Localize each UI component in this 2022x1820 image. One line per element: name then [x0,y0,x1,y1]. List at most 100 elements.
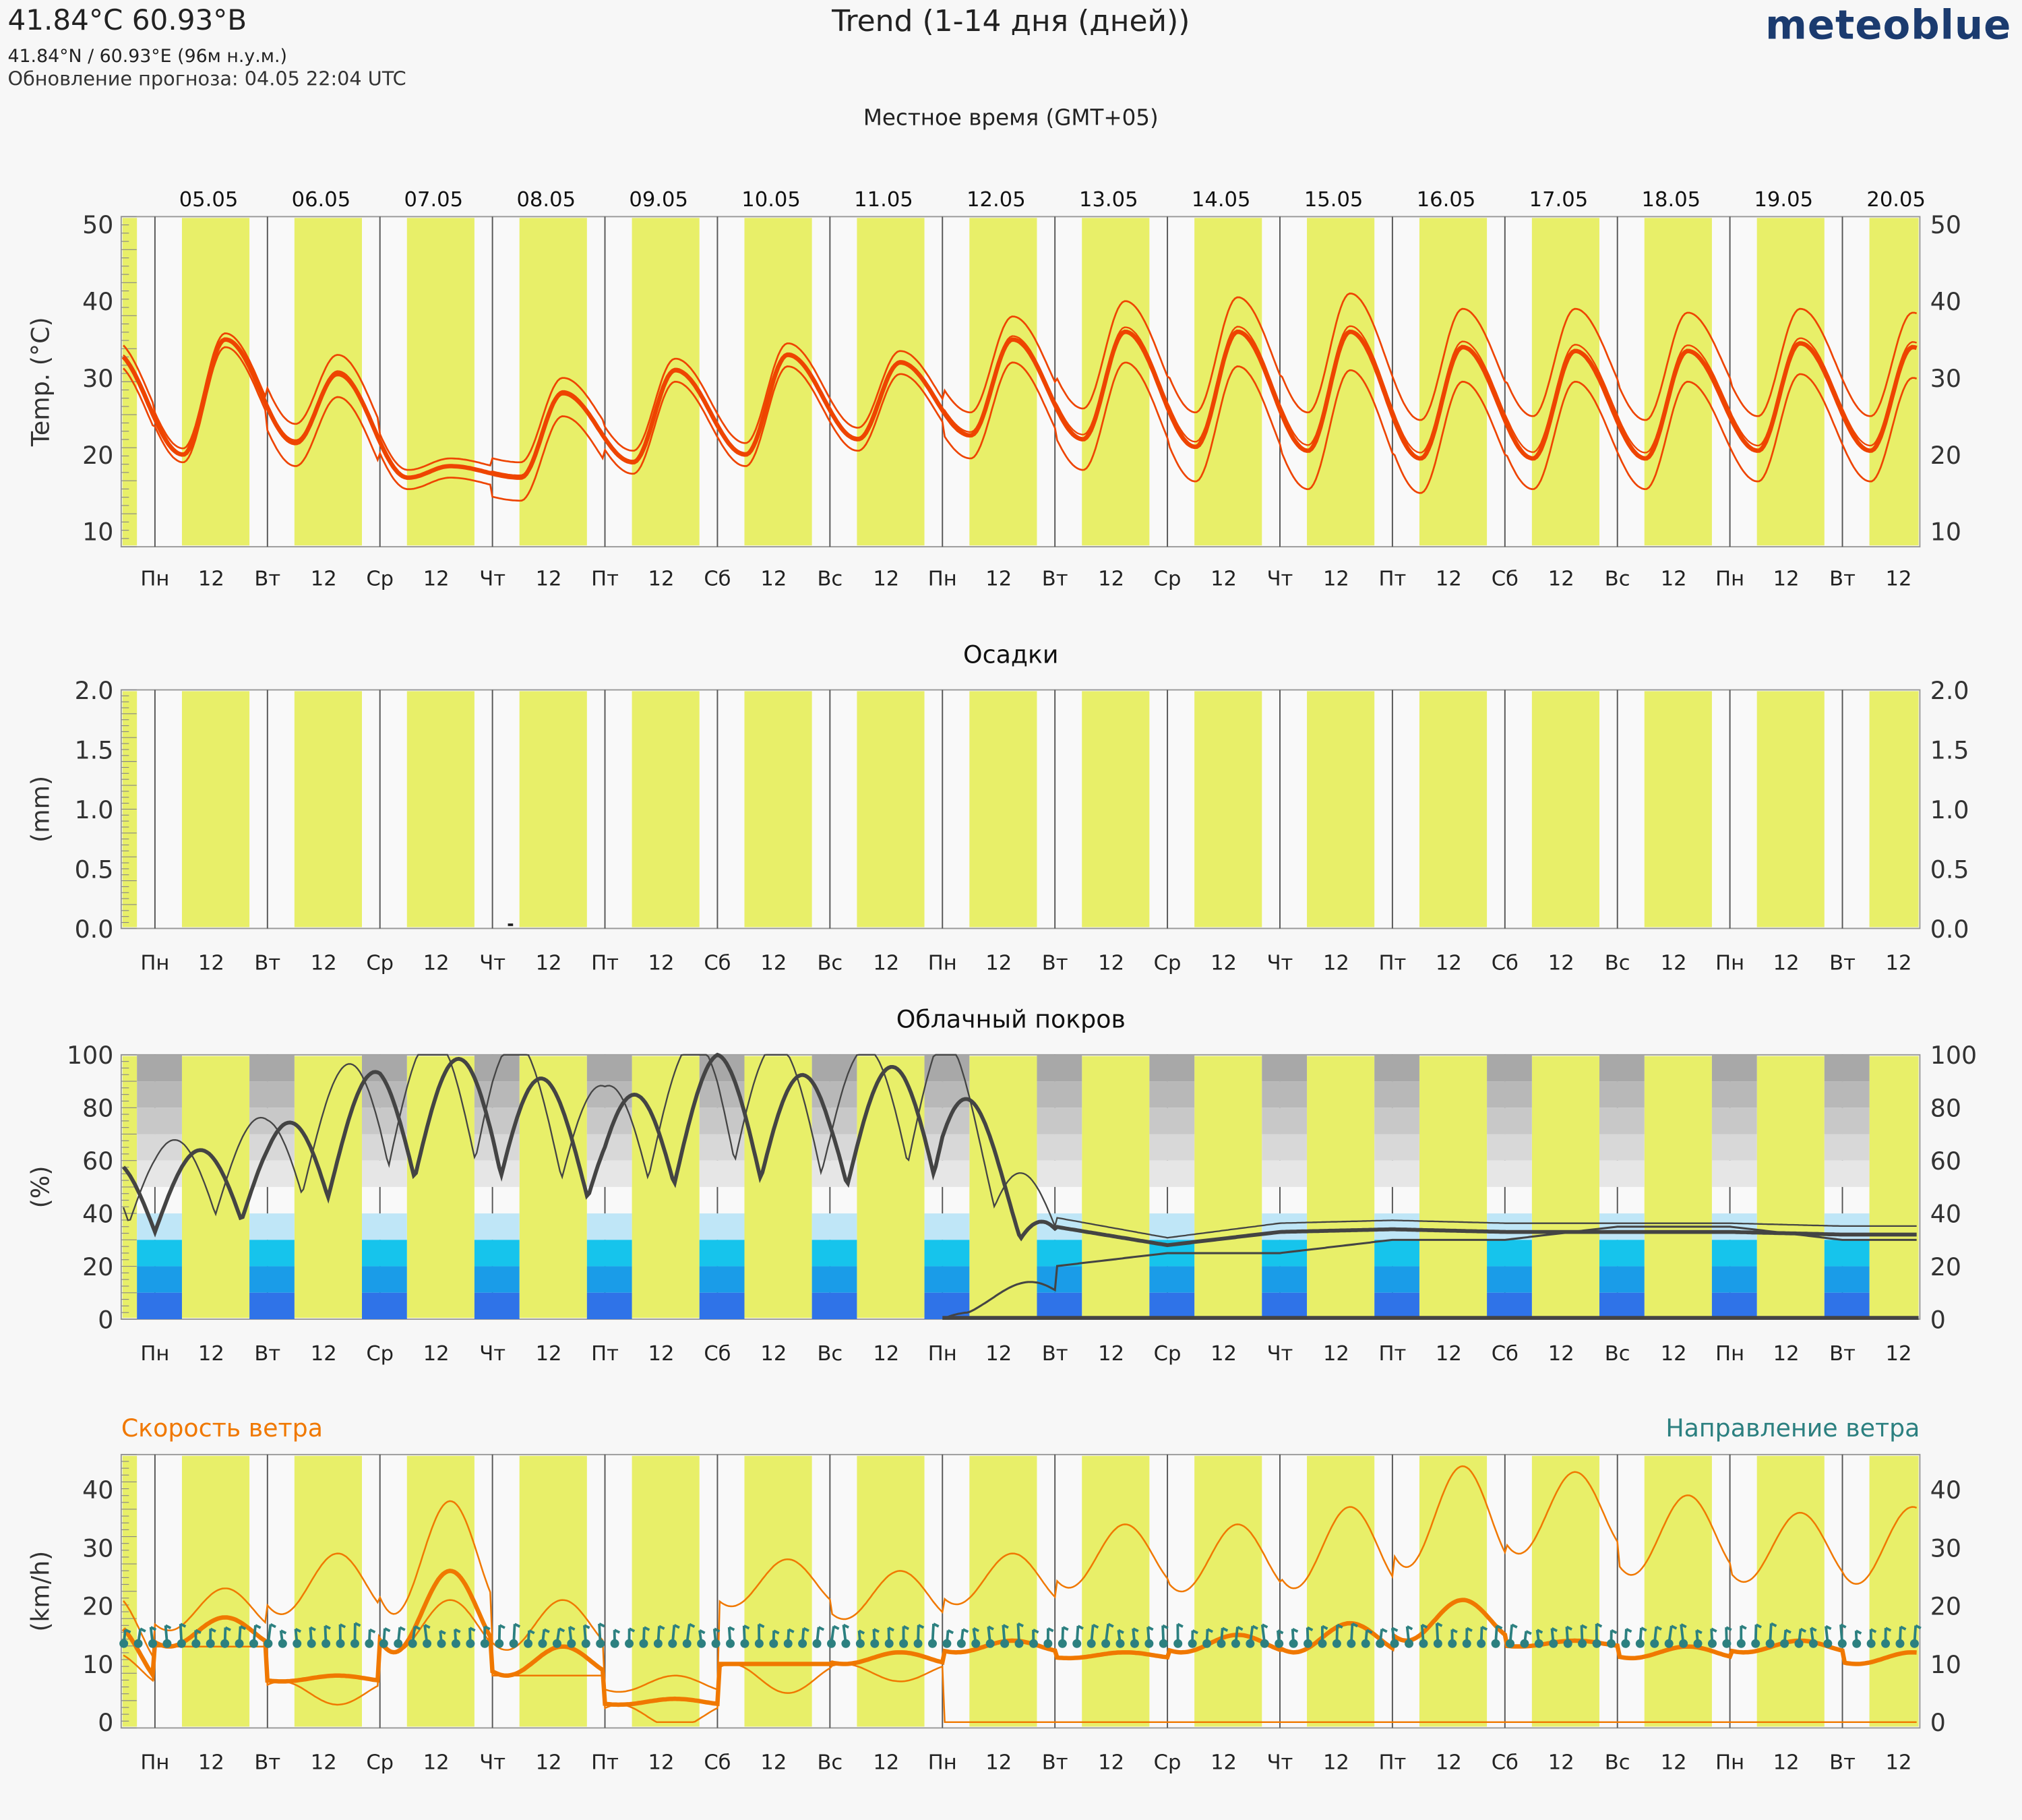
cloud-scale-band [1037,1054,1082,1082]
daylight-band [969,1455,1037,1727]
day-label: Пт [591,568,619,591]
wind-direction-shaft [787,1629,791,1644]
cloud-scale-band [699,1213,745,1240]
date-label: 20.05 [1866,188,1926,212]
cloud-scale-band [1599,1240,1645,1267]
wind-direction-barb [270,1623,276,1629]
local-time-label: Местное время (GMT+05) [863,105,1159,132]
noon-label: 12 [1661,568,1687,591]
noon-label: 12 [1323,568,1349,591]
y-tick-label: 60 [1930,1147,1961,1176]
wind-direction-dot [1072,1639,1082,1648]
cloud-scale-band [137,1108,182,1134]
cloud-scale-band [586,1054,632,1082]
cloud-scale-band [249,1213,295,1240]
cloud-scale-band [1487,1081,1532,1108]
wind-direction-dot [148,1639,158,1648]
wind-direction-dot [1765,1639,1775,1648]
day-label: Вт [1829,568,1856,591]
wind-direction-shaft [309,1627,313,1644]
noon-label: 12 [198,568,224,591]
daylight-band [1756,1056,1825,1318]
cloud-scale-band [1487,1134,1532,1161]
brand-logo[interactable]: meteoblue [1765,2,2012,49]
y-tick-label: 20 [82,1252,113,1281]
wind-direction-barb [1810,1627,1817,1632]
wind-direction-barb [973,1627,979,1633]
wind-direction-barb [514,1622,521,1628]
day-label: Ср [1154,952,1182,975]
wind-direction-dot [177,1639,186,1648]
wind-direction-barb [1017,1622,1024,1628]
wind-direction-barb [384,1627,391,1633]
cloud-scale-band [1599,1081,1645,1108]
wind-direction-barb [873,1628,880,1633]
cloud-scale-band [362,1213,407,1240]
day-label: Пн [1715,952,1744,975]
wind-direction-barb [818,1626,825,1631]
y-tick-label: 40 [82,287,113,316]
day-label: Пт [591,1342,619,1366]
noon-label: 12 [1098,1751,1124,1775]
y-tick-label: 30 [82,1534,113,1563]
cloud-scale-band [811,1292,857,1319]
y-tick-label: 100 [1930,1041,1977,1070]
daylight-band [744,1455,812,1727]
cloud-scale-band [924,1266,970,1293]
day-label: Ср [366,1342,394,1366]
wind-direction-shaft [1061,1627,1065,1644]
wind-direction-shaft [887,1627,891,1644]
noon-label: 12 [760,1751,787,1775]
wind-direction-shaft [727,1627,732,1644]
cloud-scale-band [811,1213,857,1240]
day-label: Вт [254,568,280,591]
daylight-band [294,1056,363,1318]
cloud-scale-band [1149,1134,1195,1161]
y-axis-label: (km/h) [26,1551,55,1632]
wind-direction-barb [1696,1629,1703,1635]
cloud-scale-band [1374,1240,1419,1267]
wind-direction-dot [697,1639,706,1648]
wind-direction-dot [423,1639,432,1648]
wind-direction-barb [1755,1623,1762,1629]
wind-direction-dot [855,1639,865,1648]
wind-direction-dot [1043,1639,1053,1648]
wind-direction-barb [454,1628,461,1633]
cloud-scale-band [1262,1081,1308,1108]
noon-label: 12 [198,1751,224,1775]
wind-direction-barb [1800,1627,1807,1633]
cloud-scale-band [1037,1081,1082,1108]
precip-bar [508,923,514,926]
y-tick-label: 40 [1930,287,1961,316]
wind-direction-dot [711,1639,721,1648]
noon-label: 12 [1323,1751,1349,1775]
noon-label: 12 [423,1342,450,1366]
wind-direction-barb [1092,1623,1099,1629]
wind-direction-shaft [1725,1627,1728,1644]
cloud-scale-band [1487,1213,1532,1240]
wind-direction-barb [987,1625,994,1631]
noon-label: 12 [311,1342,337,1366]
daylight-band [1082,218,1150,546]
date-label: 05.05 [179,188,239,212]
wind-direction-barb [1511,1623,1518,1629]
noon-label: 12 [1886,1342,1912,1366]
daylight-band [1531,1056,1600,1318]
daylight-band [519,1056,587,1318]
wind-direction-dot [596,1639,605,1648]
wind-direction-shaft [1810,1627,1815,1644]
wind-lower-line [123,1599,1917,1724]
cloud-scale-band [1262,1160,1308,1187]
y-tick-label: 20 [1930,441,1961,470]
wind-direction-barb [1670,1625,1678,1630]
wind-direction-shaft [1420,1625,1425,1644]
day-label: Чт [479,1751,506,1775]
y-tick-label: 0 [98,1708,113,1737]
y-tick-label: 0.0 [1930,915,1969,944]
wind-direction-shaft [439,1631,443,1644]
wind-direction-dot [769,1639,778,1648]
date-label: 08.05 [516,188,576,212]
wind-direction-shaft [1783,1629,1787,1644]
wind-speed-title: Скорость ветра [121,1414,323,1443]
wind-direction-barb [239,1625,247,1631]
